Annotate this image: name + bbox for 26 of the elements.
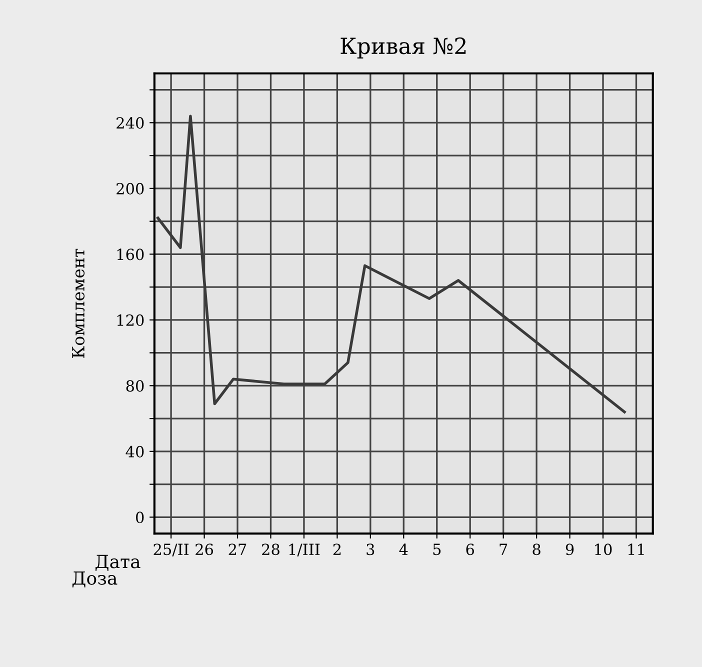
x-tick-label: 27: [228, 544, 246, 555]
y-tick-label: 160: [117, 248, 144, 260]
x-tick-label: 28: [262, 544, 280, 556]
y-tick-label: 120: [117, 314, 144, 326]
x-axis-title: Дата: [96, 554, 140, 571]
x-tick-label: 25/II: [154, 544, 189, 556]
x-tick-label: 1/III: [289, 544, 320, 556]
y-axis-title: Комплемент: [72, 248, 85, 358]
chart-title: Кривая №2: [340, 37, 466, 59]
x-tick-label: 4: [399, 544, 408, 555]
y-tick-label: 200: [116, 182, 144, 194]
x-tick-label: 26: [196, 544, 214, 556]
text: Доза: [72, 571, 118, 588]
x-tick-label: 5: [433, 544, 441, 556]
x-tick-label: 6: [466, 544, 474, 556]
y-tick-label: 0: [136, 512, 144, 524]
x-tick-label: 9: [566, 544, 574, 556]
y-tick-label: 80: [126, 380, 144, 392]
x-tick-label: 7: [500, 544, 508, 555]
x-tick-label: 3: [366, 544, 374, 556]
x-tick-label: 2: [333, 544, 341, 555]
x-tick-label: 10: [595, 544, 612, 556]
y-tick-label: 40: [126, 446, 144, 458]
y-tick-label: 240: [116, 117, 144, 129]
x-tick-label: 11: [628, 544, 644, 555]
x-tick-label: 8: [532, 544, 540, 556]
